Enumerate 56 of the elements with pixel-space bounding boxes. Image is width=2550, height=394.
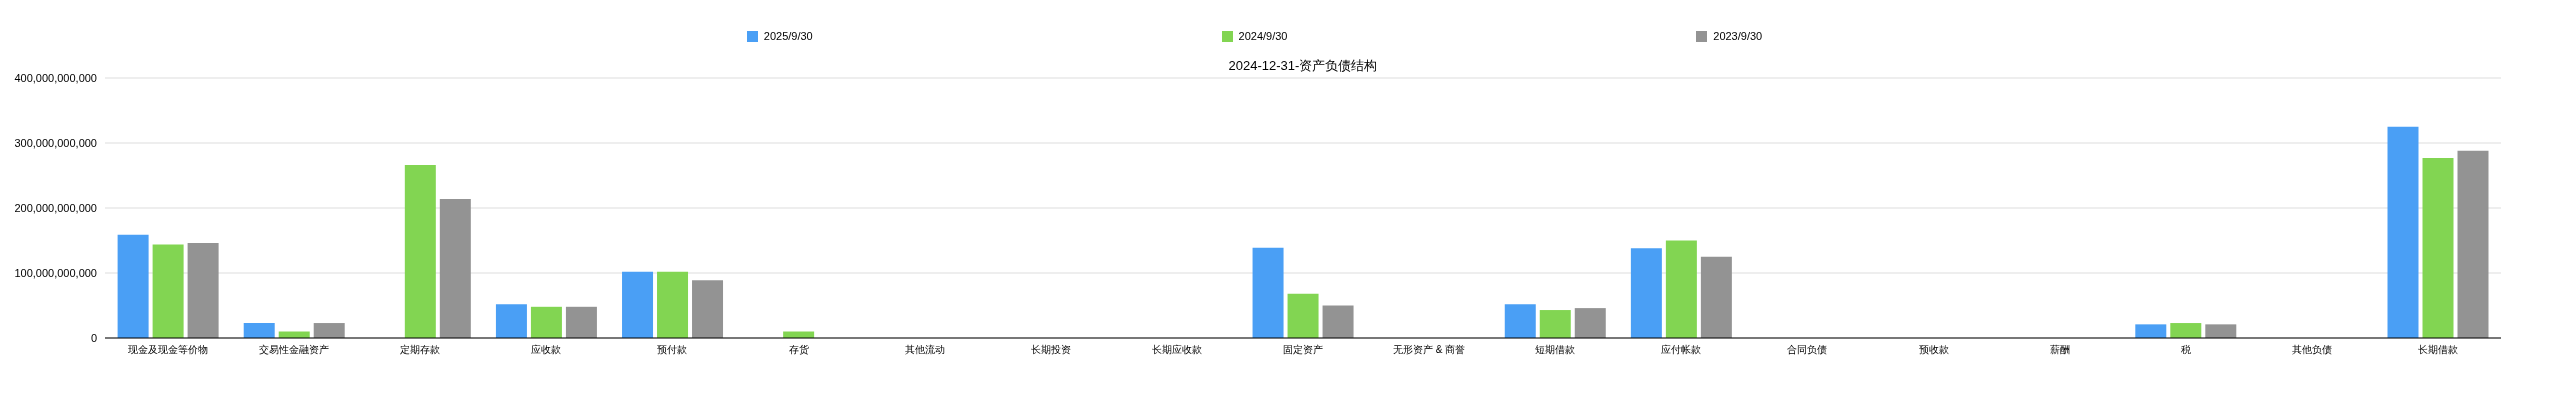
bar bbox=[117, 234, 149, 338]
x-tick-label: 现金及现金等价物 bbox=[128, 344, 209, 356]
chart-title: 2024-12-31-资产负债结构 bbox=[1227, 57, 1379, 75]
legend-label: 2025/9/30 bbox=[763, 30, 813, 42]
bar bbox=[565, 306, 597, 338]
x-tick-label: 固定资产 bbox=[1283, 344, 1323, 356]
bar bbox=[2135, 324, 2167, 338]
x-tick-label: 交易性金融资产 bbox=[259, 344, 330, 356]
bar bbox=[530, 306, 562, 338]
y-tick-label: 300,000,000,000 bbox=[14, 136, 97, 149]
x-tick-label: 税 bbox=[2180, 344, 2191, 356]
bar bbox=[1504, 304, 1536, 338]
y-tick-label: 100,000,000,000 bbox=[14, 266, 97, 279]
bar bbox=[2170, 323, 2202, 338]
x-tick-label: 短期借款 bbox=[1535, 344, 1576, 356]
x-tick-label: 长期投资 bbox=[1030, 344, 1071, 356]
bar bbox=[439, 198, 471, 338]
y-tick-label: 400,000,000,000 bbox=[14, 71, 97, 84]
bar bbox=[313, 323, 345, 338]
bar bbox=[1574, 308, 1606, 338]
bar bbox=[495, 304, 527, 338]
x-tick-label: 其他流动 bbox=[904, 344, 945, 356]
bar bbox=[1322, 305, 1354, 338]
bar bbox=[187, 243, 219, 338]
bar bbox=[622, 271, 654, 338]
x-tick-label: 长期借款 bbox=[2417, 344, 2458, 356]
bar bbox=[243, 323, 275, 338]
x-tick-label: 薪酬 bbox=[2049, 344, 2070, 356]
bar bbox=[2457, 150, 2489, 338]
bar bbox=[692, 280, 724, 338]
x-tick-label: 应收款 bbox=[531, 344, 562, 356]
bar bbox=[1665, 240, 1697, 338]
bar bbox=[1287, 293, 1319, 338]
legend-label: 2023/9/30 bbox=[1713, 30, 1763, 42]
bar bbox=[1700, 256, 1732, 338]
bar bbox=[657, 271, 689, 338]
x-tick-label: 预收款 bbox=[1918, 344, 1949, 356]
y-tick-label: 200,000,000,000 bbox=[14, 201, 97, 214]
x-tick-label: 合同负债 bbox=[1787, 344, 1828, 356]
x-tick-label: 预付款 bbox=[657, 344, 688, 356]
bar bbox=[1630, 248, 1662, 338]
bar bbox=[404, 165, 436, 338]
legend-label: 2024/9/30 bbox=[1238, 30, 1288, 42]
bar bbox=[152, 244, 184, 338]
x-tick-label: 长期应收款 bbox=[1151, 344, 1202, 356]
bar bbox=[2205, 324, 2237, 338]
bar bbox=[2387, 126, 2419, 338]
bar bbox=[1252, 247, 1284, 338]
x-tick-label: 无形资产 & 商誉 bbox=[1392, 344, 1466, 356]
x-tick-label: 其他负债 bbox=[2291, 344, 2332, 356]
x-tick-label: 应付帐款 bbox=[1661, 344, 1702, 356]
x-tick-label: 定期存款 bbox=[400, 344, 441, 356]
y-tick-label: 0 bbox=[90, 331, 97, 344]
bar bbox=[2422, 157, 2454, 338]
x-tick-label: 存货 bbox=[788, 344, 809, 356]
bar bbox=[1539, 310, 1571, 338]
